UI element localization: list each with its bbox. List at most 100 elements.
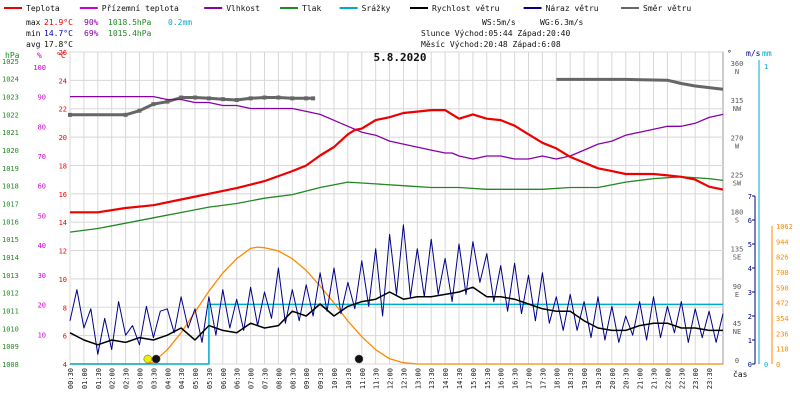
percent-tick-label: 80 <box>38 123 46 131</box>
percent-tick-label: 100 <box>33 64 46 72</box>
solar-tick-label: 590 <box>776 284 789 292</box>
windspeed-tick-label: 7 <box>748 193 752 201</box>
x-tick-label: 17:00 <box>525 368 533 389</box>
hpa-tick-label: 1025 <box>2 58 19 66</box>
x-tick-label: 15:30 <box>484 368 492 389</box>
x-tick-label: 20:00 <box>609 368 617 389</box>
hpa-axis-label: hPa <box>5 51 20 60</box>
wind-speed-line <box>69 286 723 346</box>
celsius-tick-label: 26 <box>59 49 67 57</box>
stats-max-press: 1018.5hPa <box>108 18 152 27</box>
hpa-tick-label: 1019 <box>2 165 19 173</box>
humidity-line <box>70 95 724 160</box>
rain-line <box>70 303 723 365</box>
x-tick-label: 20:30 <box>623 368 631 389</box>
hpa-tick-label: 1014 <box>2 254 19 262</box>
legend-label: Srážky <box>362 4 391 13</box>
solar-tick-label: 708 <box>776 269 789 277</box>
x-tick-label: 02:30 <box>123 368 131 389</box>
winddir-axis-label: ° <box>727 49 732 58</box>
solar-tick-label: 472 <box>776 300 789 308</box>
stats-wg: WG:6.3m/s <box>540 18 584 27</box>
celsius-tick-label: 14 <box>59 219 67 227</box>
wind-dir-point <box>311 96 316 101</box>
hpa-tick-label: 1017 <box>2 201 19 209</box>
winddir-tick-label: 0 <box>735 357 739 365</box>
x-tick-label: 22:00 <box>664 368 672 389</box>
percent-tick-label: 90 <box>38 94 46 102</box>
hpa-tick-label: 1008 <box>2 361 19 369</box>
wind-gust-line <box>69 224 724 355</box>
windspeed-tick-label: 5 <box>748 241 752 249</box>
solar-tick-label: 236 <box>776 330 789 338</box>
stats-max-temp: 21.9°C <box>44 18 73 27</box>
winddir-tick-label: SE <box>733 254 741 262</box>
x-tick-label: 23:30 <box>706 368 714 389</box>
x-tick-label: 10:30 <box>345 368 353 389</box>
celsius-tick-label: 12 <box>59 248 67 256</box>
wind-dir-line <box>70 96 314 117</box>
x-tick-label: 02:00 <box>109 368 117 389</box>
hpa-tick-label: 1015 <box>2 236 19 244</box>
celsius-tick-label: 24 <box>59 77 67 85</box>
hpa-tick-label: 1023 <box>2 94 19 102</box>
winddir-tick-label: W <box>735 142 740 150</box>
x-tick-label: 06:00 <box>220 368 228 389</box>
percent-axis-label: % <box>37 51 42 60</box>
winddir-tick-label: N <box>735 68 739 76</box>
celsius-tick-label: 22 <box>59 106 67 114</box>
wind-dir-line-evening <box>556 77 724 91</box>
stats-min-label: min <box>26 29 41 38</box>
x-tick-label: 12:30 <box>400 368 408 389</box>
solar-tick-label: 826 <box>776 254 789 262</box>
solar-tick-label: 118 <box>776 346 789 354</box>
x-tick-label: 16:30 <box>512 368 520 389</box>
windspeed-tick-label: 3 <box>748 289 752 297</box>
stats-max-hum: 90% <box>84 18 99 27</box>
percent-tick-label: 20 <box>38 302 46 310</box>
chart-title: 5.8.2020 <box>374 51 427 64</box>
x-tick-label: 00:30 <box>67 368 75 389</box>
x-tick-label: 09:30 <box>317 368 325 389</box>
winddir-tick-label: 270 <box>731 134 744 142</box>
moonset-marker <box>151 354 161 364</box>
legend-label: Teplota <box>26 4 60 13</box>
windspeed-tick-label: 6 <box>748 217 752 225</box>
winddir-tick-label: NW <box>733 105 742 113</box>
hpa-tick-label: 1022 <box>2 111 19 119</box>
x-tick-label: 06:30 <box>234 368 242 389</box>
stats-min-hum: 69% <box>84 29 99 38</box>
x-tick-label: 08:30 <box>289 368 297 389</box>
pressure-line <box>69 176 724 233</box>
winddir-tick-label: E <box>735 291 739 299</box>
stats-min-temp: 14.7°C <box>44 29 73 38</box>
x-tick-label: 03:00 <box>136 368 144 389</box>
axes: 00:30 01:00 01:30 02:00 02:30 03:00 03:30 04:00… <box>2 49 793 389</box>
celsius-tick-label: 20 <box>59 134 67 142</box>
hpa-tick-label: 1012 <box>2 290 19 298</box>
hpa-tick-label: 1009 <box>2 343 19 351</box>
x-tick-label: 13:00 <box>414 368 422 389</box>
x-tick-label: 19:30 <box>595 368 603 389</box>
x-tick-label: 10:00 <box>331 368 339 389</box>
x-tick-label: 21:30 <box>651 368 659 389</box>
legend-label: Rychlost větru <box>432 4 500 13</box>
x-tick-label: 15:00 <box>470 368 478 389</box>
x-tick-label: 19:00 <box>581 368 589 389</box>
hpa-tick-label: 1011 <box>2 308 19 316</box>
winddir-tick-label: S <box>735 217 739 225</box>
percent-tick-label: 10 <box>38 331 46 339</box>
windspeed-tick-label: 1 <box>748 337 752 345</box>
x-tick-label: 07:00 <box>248 368 256 389</box>
hpa-tick-label: 1016 <box>2 218 19 226</box>
rain-tick-label: 0 <box>764 361 768 369</box>
x-tick-label: 11:00 <box>359 368 367 389</box>
winddir-tick-label: 135 <box>731 246 744 254</box>
rain-tick-label: 1 <box>764 63 768 71</box>
x-tick-label: 11:30 <box>373 368 381 389</box>
x-tick-label: 21:00 <box>637 368 645 389</box>
hpa-tick-label: 1018 <box>2 183 19 191</box>
stats-ws: WS:5m/s <box>482 18 516 27</box>
legend-label: Náraz větru <box>546 4 599 13</box>
legend: Teplota Přízemní teplota Vlhkost Tlak Srážky… <box>4 4 691 13</box>
